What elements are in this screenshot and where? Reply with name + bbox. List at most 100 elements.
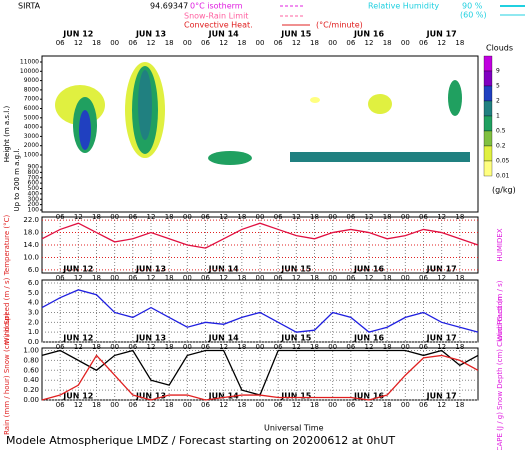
day-label: JUN 12 [62,30,93,39]
hour-label: 06 [201,343,210,351]
hour-label: 12 [74,401,83,409]
hour-label: 12 [365,343,374,351]
y-axis-title: Temperature (°C) [3,215,11,277]
footer: Modele Atmospherique LMDZ / Forecast sta… [6,434,395,447]
hour-label: 00 [401,401,410,409]
hour-label: 06 [274,274,283,282]
y-tick-label: 400 [28,190,40,197]
y-tick-label: 5000 [24,114,39,121]
y-tick-label: 200 [28,201,40,208]
hour-label: 06 [419,401,428,409]
hour-label: 06 [201,401,210,409]
y2-axis-title: HUMIDEX [496,228,504,261]
hour-label: 06 [274,39,283,47]
conv-label: Convective Heat. [184,21,253,30]
hour-label: 18 [383,401,392,409]
y-tick-label: 8000 [24,86,39,93]
y-tick-label: 11000 [20,59,39,66]
day-label: JUN 17 [426,30,457,39]
y-tick-label: 1.0 [28,328,39,336]
hour-label: 06 [201,274,210,282]
hour-label: 06 [56,401,65,409]
hour-label: 18 [237,274,246,282]
hour-label: 12 [219,401,228,409]
y-tick-label: 300 [28,196,40,203]
colorbar-cell [483,145,493,162]
colorbar-cell [483,100,493,117]
hour-label: 18 [455,39,464,47]
y-tick-label: 9000 [24,77,39,84]
day-label: JUN 16 [353,30,385,39]
hour-label: 00 [328,401,337,409]
hour-label: 06 [56,343,65,351]
y-tick-label: 5.0 [28,289,39,297]
hour-label: 00 [401,39,410,47]
hour-label: 12 [365,39,374,47]
station: SIRTA [18,2,41,11]
hour-label: 18 [237,39,246,47]
y2-axis-title: Up to 200 m a.g.l. [13,148,21,211]
y-axis-title: Rain (mm / hour) Snow (cm / hour) [3,313,11,435]
colorbar-label: 0.01 [496,173,510,180]
y-tick-label: 10.0 [23,253,39,261]
hour-label: 12 [147,401,156,409]
y-tick-label: 6.0 [28,279,39,287]
hour-label: 00 [256,401,265,409]
y-tick-label: 2.0 [28,318,39,326]
hour-label: 18 [92,343,101,351]
colorbar-cell [483,85,493,102]
rh-label: Relative Humidity [368,2,439,11]
cloud-field [55,62,470,165]
hour-label: 06 [346,274,355,282]
day-label: JUN 14 [208,30,240,39]
colorbar-label: 2 [496,98,500,105]
y-tick-label: 0.80 [23,356,39,364]
hour-label: 06 [274,343,283,351]
y-tick-label: 6.0 [28,266,39,274]
panel-frame [41,55,479,213]
hour-label: 18 [310,343,319,351]
hour-label: 00 [328,274,337,282]
hour-label: 06 [419,39,428,47]
y-tick-label: 0.40 [23,376,39,384]
hour-label: 12 [292,39,301,47]
y-tick-label: 4000 [24,124,39,131]
y-tick-label: 3.0 [28,308,39,316]
hour-label: 12 [292,274,301,282]
y-axis-title: Wind Speed (m / s) [3,277,11,344]
rh90: 90 % [462,2,483,11]
hour-label: 12 [219,343,228,351]
hour-label: 00 [183,274,192,282]
hour-label: 06 [56,39,65,47]
hour-label: 18 [310,39,319,47]
hour-label: 18 [383,343,392,351]
hour-label: 18 [383,274,392,282]
hour-label: 00 [401,274,410,282]
colorbar-cell [483,130,493,147]
hour-label: 12 [292,343,301,351]
series-line [41,354,479,401]
y-tick-label: 800 [28,169,40,176]
colorbar-cell [483,55,493,72]
colorbar-unit: (g/kg) [492,186,516,195]
y-tick-label: 3000 [24,133,39,140]
hour-label: 06 [419,274,428,282]
hour-label: 06 [201,39,210,47]
y-tick-label: 18.0 [23,229,39,237]
hour-label: 12 [365,401,374,409]
series-line [41,289,479,333]
hour-label: 12 [437,343,446,351]
hour-label: 00 [110,39,119,47]
hour-label: 18 [165,274,174,282]
hour-label: 06 [346,39,355,47]
y-tick-label: 0.20 [23,386,39,394]
colorbar-label: 5 [496,83,500,90]
hour-label: 00 [110,401,119,409]
iso-label: 0°C isotherm [190,2,243,11]
hour-label: 18 [455,401,464,409]
hour-label: 06 [346,401,355,409]
hour-label: 12 [74,343,83,351]
hour-label: 00 [328,39,337,47]
hour-label: 18 [455,343,464,351]
